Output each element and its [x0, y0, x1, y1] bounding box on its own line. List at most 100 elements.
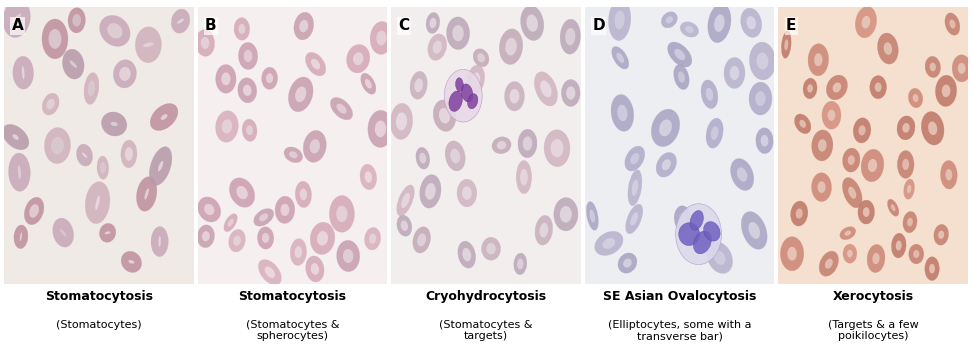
Ellipse shape — [897, 116, 915, 140]
Ellipse shape — [19, 233, 22, 241]
Ellipse shape — [336, 240, 360, 272]
Ellipse shape — [706, 118, 723, 148]
Ellipse shape — [945, 13, 960, 35]
Ellipse shape — [897, 151, 914, 179]
Ellipse shape — [367, 110, 393, 147]
Ellipse shape — [370, 21, 393, 54]
Ellipse shape — [796, 208, 803, 219]
Ellipse shape — [863, 207, 870, 217]
Ellipse shape — [666, 16, 673, 23]
Ellipse shape — [311, 59, 320, 70]
Ellipse shape — [445, 141, 466, 171]
Ellipse shape — [17, 165, 21, 179]
Ellipse shape — [731, 159, 754, 191]
Ellipse shape — [151, 226, 168, 257]
Text: E: E — [786, 18, 796, 33]
Ellipse shape — [311, 263, 319, 275]
Ellipse shape — [284, 147, 302, 163]
Ellipse shape — [941, 160, 957, 189]
Ellipse shape — [626, 204, 642, 234]
Ellipse shape — [853, 118, 871, 143]
Ellipse shape — [299, 20, 308, 32]
Ellipse shape — [711, 126, 718, 140]
Ellipse shape — [902, 159, 909, 170]
Ellipse shape — [611, 47, 629, 69]
Ellipse shape — [222, 72, 230, 85]
Text: Cryohydrocytosis: Cryohydrocytosis — [426, 290, 546, 303]
Ellipse shape — [787, 247, 797, 261]
Ellipse shape — [812, 130, 833, 161]
Ellipse shape — [611, 94, 634, 131]
Ellipse shape — [825, 258, 833, 269]
Ellipse shape — [505, 38, 517, 55]
Ellipse shape — [243, 84, 252, 96]
Ellipse shape — [236, 186, 248, 199]
Ellipse shape — [934, 224, 949, 245]
Ellipse shape — [261, 233, 269, 243]
Ellipse shape — [614, 10, 625, 29]
Ellipse shape — [444, 69, 482, 122]
Ellipse shape — [13, 56, 34, 89]
Ellipse shape — [369, 234, 376, 244]
Ellipse shape — [86, 182, 110, 224]
Ellipse shape — [630, 153, 640, 164]
Ellipse shape — [586, 202, 599, 230]
Ellipse shape — [868, 159, 877, 172]
Ellipse shape — [909, 88, 922, 108]
Ellipse shape — [177, 19, 184, 23]
Ellipse shape — [628, 170, 642, 206]
Ellipse shape — [855, 6, 877, 38]
Ellipse shape — [330, 98, 353, 120]
Ellipse shape — [151, 104, 178, 131]
Ellipse shape — [281, 204, 290, 216]
Ellipse shape — [204, 204, 215, 215]
Ellipse shape — [914, 250, 920, 258]
Ellipse shape — [99, 223, 116, 242]
Ellipse shape — [289, 77, 313, 112]
Ellipse shape — [462, 186, 471, 200]
Ellipse shape — [625, 146, 644, 171]
Ellipse shape — [617, 105, 628, 121]
Ellipse shape — [858, 200, 875, 224]
Ellipse shape — [135, 27, 161, 63]
Ellipse shape — [99, 15, 130, 47]
Ellipse shape — [520, 169, 528, 185]
Ellipse shape — [258, 227, 274, 249]
Text: C: C — [399, 18, 410, 33]
Ellipse shape — [678, 213, 686, 224]
Ellipse shape — [704, 222, 720, 241]
Ellipse shape — [566, 28, 575, 45]
Ellipse shape — [925, 56, 941, 78]
Ellipse shape — [701, 80, 718, 109]
Ellipse shape — [24, 197, 44, 225]
Ellipse shape — [942, 84, 951, 97]
Ellipse shape — [535, 72, 558, 106]
Text: (Stomatocytes &
targets): (Stomatocytes & targets) — [439, 320, 533, 341]
Ellipse shape — [364, 79, 371, 88]
Ellipse shape — [13, 134, 18, 140]
Text: Stomatocytosis: Stomatocytosis — [238, 290, 346, 303]
Ellipse shape — [100, 162, 106, 174]
Ellipse shape — [808, 44, 828, 76]
Ellipse shape — [114, 60, 136, 88]
Ellipse shape — [518, 129, 538, 158]
Ellipse shape — [105, 231, 111, 234]
Ellipse shape — [458, 241, 475, 268]
Ellipse shape — [275, 196, 295, 223]
Ellipse shape — [295, 181, 311, 208]
Ellipse shape — [878, 33, 898, 64]
Ellipse shape — [238, 24, 245, 34]
Text: (Stomatocytes): (Stomatocytes) — [56, 320, 142, 329]
Ellipse shape — [397, 215, 412, 236]
Ellipse shape — [560, 206, 572, 223]
Ellipse shape — [171, 9, 190, 33]
Ellipse shape — [264, 267, 275, 278]
Ellipse shape — [364, 228, 381, 250]
Ellipse shape — [560, 19, 580, 54]
Ellipse shape — [481, 237, 501, 260]
Ellipse shape — [737, 167, 747, 182]
Ellipse shape — [924, 257, 939, 280]
Ellipse shape — [884, 42, 892, 55]
Ellipse shape — [690, 211, 704, 230]
Ellipse shape — [692, 230, 711, 247]
